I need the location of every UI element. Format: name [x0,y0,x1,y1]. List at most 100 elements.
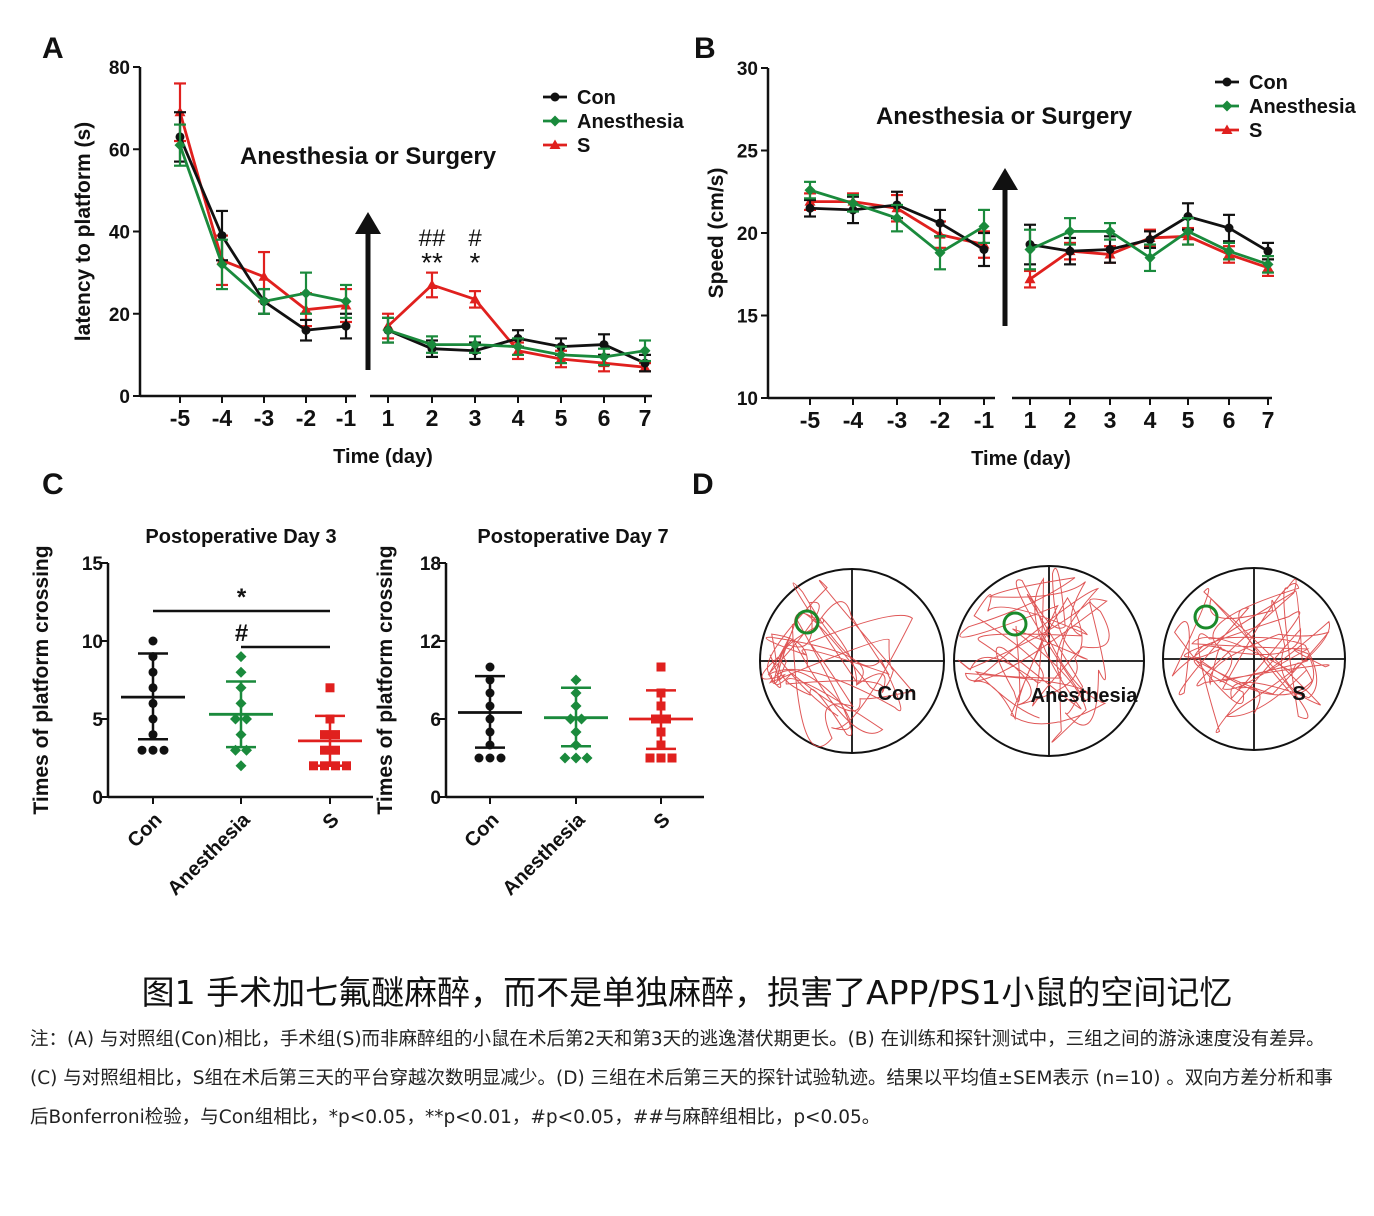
y-axis-title: latency to platform (s) [72,122,95,341]
anesthesia-surgery-annotation: Anesthesia or Surgery [876,103,1133,130]
legend-label-con: Con [577,87,616,109]
x-tick-label: -1 [974,407,995,433]
data-point-s [1024,273,1036,284]
data-point-anesthesia [230,713,241,725]
y-tick-label: 6 [430,710,441,731]
trajectory-pool-s: S [1162,567,1346,751]
data-point-s [331,745,340,755]
data-point-anesthesia [1064,225,1076,237]
plot-title: Postoperative Day 3 [145,526,336,548]
data-point-anesthesia [426,339,438,351]
data-point-con [301,325,311,335]
trajectory-label: Con [878,683,917,705]
data-point-s [309,761,318,771]
y-axis-title: Times of platform crossing [30,545,53,814]
data-point-s [426,279,438,289]
y-tick-label: 0 [119,387,130,408]
data-point-anesthesia [258,295,270,307]
x-tick-label: 7 [1262,407,1275,433]
y-axis-title: Times of platform crossing [374,545,397,814]
data-point-s [469,293,481,304]
platform-location [794,609,820,635]
data-point-con [935,218,945,228]
y-tick-label: 18 [420,554,441,575]
data-point-con [805,203,815,213]
data-point-s [656,662,666,672]
x-axis-title: Time (day) [333,446,433,468]
data-point-s [645,753,655,763]
significance-hash: # [468,225,482,252]
panel-label-D: D [692,468,714,501]
legend-marker-anesthesia [549,115,561,127]
data-point-s [320,730,329,740]
legend-label-con: Con [1249,72,1288,94]
y-tick-label: 12 [420,632,441,653]
x-tick-label: 2 [1064,407,1077,433]
x-tick-label: 5 [1182,407,1195,433]
data-point-anesthesia [559,752,571,764]
data-point-anesthesia [1104,225,1116,237]
trajectory-pool-con: Con [759,568,945,754]
data-point-anesthesia [978,220,990,232]
y-tick-label: 10 [737,389,758,410]
data-point-con [485,662,495,672]
data-point-anesthesia [1262,258,1274,270]
data-point-anesthesia [1223,245,1235,257]
x-tick-label: -5 [800,407,821,433]
data-point-anesthesia [512,341,524,353]
figure-title: 图1 手术加七氟醚麻醉，而不是单独麻醉，损害了APP/PS1小鼠的空间记忆 [141,973,1233,1012]
data-point-s [656,753,666,763]
x-tick-label-anesthesia: Anesthesia [499,808,591,900]
data-point-anesthesia [216,258,228,270]
data-point-anesthesia [340,295,352,307]
data-point-anesthesia [847,197,859,209]
data-point-anesthesia [469,339,481,351]
y-tick-label: 25 [737,142,759,163]
y-tick-label: 80 [109,58,130,79]
trajectory-pool-anesthesia: Anesthesia [953,565,1145,757]
data-point-con [148,745,158,755]
data-point-con [137,745,147,755]
y-tick-label: 15 [737,307,759,328]
y-tick-label: 0 [92,788,103,809]
legend-label-anesthesia: Anesthesia [577,111,685,133]
panel-label-A: A [42,32,64,65]
legend-marker-con [1222,77,1232,87]
x-tick-label: -2 [930,407,950,433]
y-tick-label: 40 [109,223,130,244]
significance-star: * [470,247,481,278]
x-tick-label: -5 [170,405,191,431]
line-chart-A: 0 20 40 60 80 -5 -4 -3 -2 -1 1 2 3 4 5 6 7 Time (day) late… [72,58,685,468]
x-tick-label: 5 [555,405,568,431]
platform-location [1193,604,1219,630]
y-tick-label: 20 [109,305,130,326]
legend-label-s: S [1249,120,1262,142]
y-tick-label: 15 [82,554,104,575]
x-tick-label: 1 [382,405,395,431]
data-point-anesthesia [1144,252,1156,264]
data-point-anesthesia [235,760,247,772]
data-point-con [1065,246,1075,256]
data-point-anesthesia [300,287,312,299]
x-axis-title: Time (day) [971,448,1071,470]
x-tick-label: 3 [469,405,482,431]
panel-label-B: B [694,32,716,65]
x-tick-label-s: S [650,809,675,834]
swim-path [761,579,914,748]
significance-hash: ## [419,225,446,252]
x-tick-label: 3 [1104,407,1117,433]
data-point-con [1105,245,1115,254]
anesthesia-surgery-annotation: Anesthesia or Surgery [240,143,497,170]
x-tick-label-anesthesia: Anesthesia [164,808,256,900]
y-tick-label: 10 [82,632,103,653]
data-point-con [979,245,989,254]
x-tick-label: 1 [1024,407,1037,433]
figure-note: 注：(A) 与对照组(Con)相比，手术组(S)而非麻醉组的小鼠在术后第2天和第… [30,1029,1333,1128]
data-point-anesthesia [235,666,247,678]
x-tick-label-con: Con [123,809,166,852]
data-point-con [485,753,495,763]
surgery-arrow-head [355,212,381,234]
y-tick-label: 30 [737,59,758,80]
data-point-anesthesia [891,212,903,224]
